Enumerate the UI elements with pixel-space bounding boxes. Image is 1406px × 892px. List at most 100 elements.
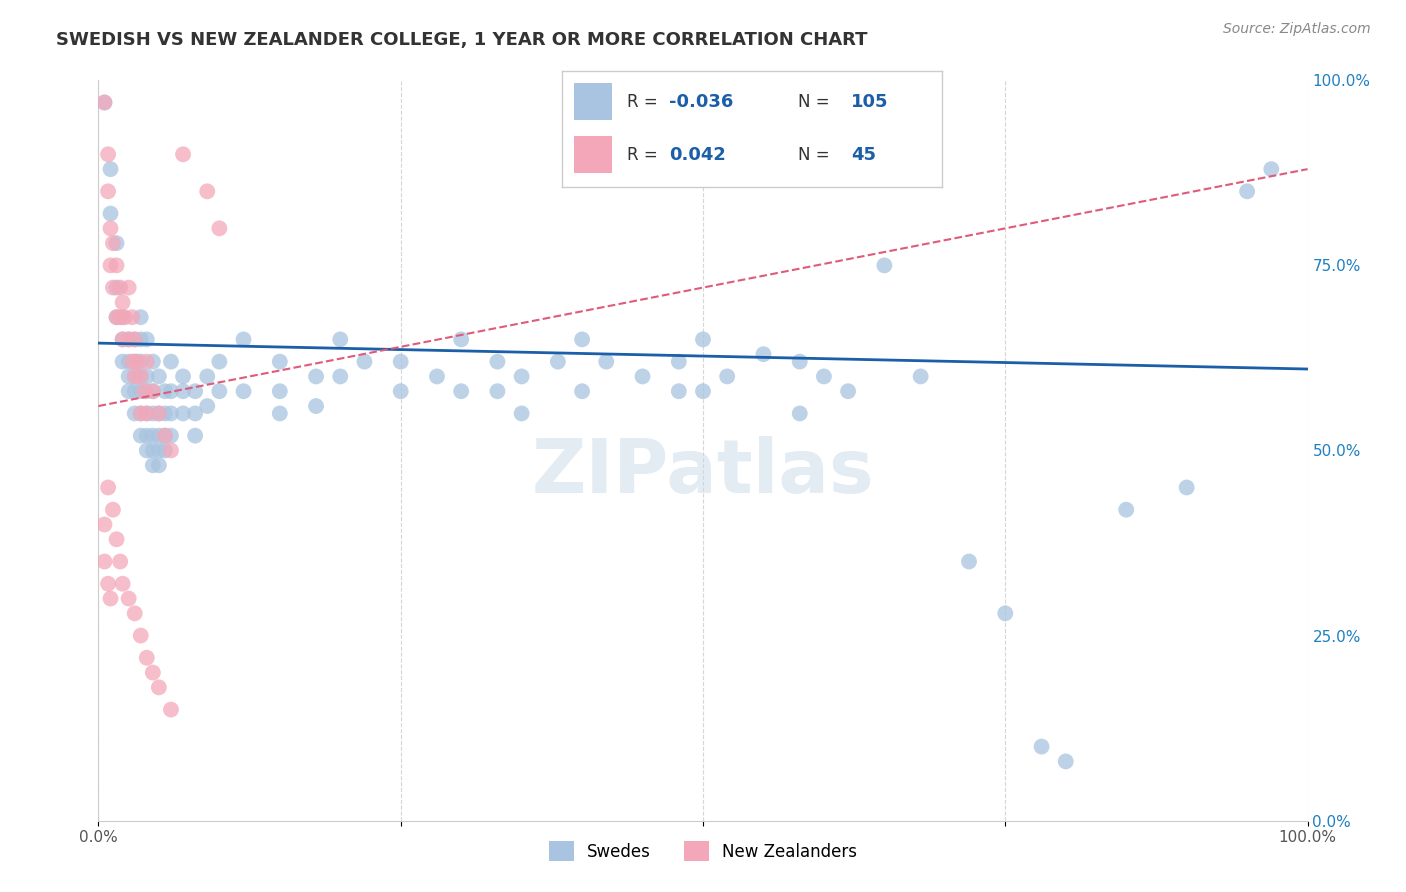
Point <box>142 407 165 421</box>
Point <box>510 407 533 421</box>
Text: N =: N = <box>797 146 830 164</box>
Point <box>153 428 176 442</box>
Point <box>129 369 152 384</box>
Point <box>135 650 157 665</box>
Point <box>114 310 136 325</box>
Text: R =: R = <box>627 93 664 111</box>
Point <box>105 310 128 325</box>
Point <box>426 369 449 384</box>
Point <box>129 407 152 421</box>
Point <box>160 703 183 717</box>
Text: ZIPatlas: ZIPatlas <box>531 436 875 509</box>
Point <box>160 443 183 458</box>
Point <box>172 147 194 161</box>
Point <box>172 407 194 421</box>
Point <box>752 347 775 361</box>
Point <box>232 332 254 346</box>
Point <box>789 407 811 421</box>
Point <box>93 95 115 110</box>
Point <box>994 607 1017 621</box>
Point <box>142 384 165 399</box>
Point <box>305 369 328 384</box>
Point <box>153 407 176 421</box>
Point <box>118 591 141 606</box>
Point <box>93 517 115 532</box>
Point <box>269 407 291 421</box>
Point <box>135 428 157 442</box>
Point <box>148 407 170 421</box>
Text: SWEDISH VS NEW ZEALANDER COLLEGE, 1 YEAR OR MORE CORRELATION CHART: SWEDISH VS NEW ZEALANDER COLLEGE, 1 YEAR… <box>56 31 868 49</box>
Point <box>837 384 859 399</box>
Point <box>108 555 131 569</box>
Point <box>148 407 170 421</box>
Point <box>105 280 128 294</box>
Point <box>813 369 835 384</box>
Point <box>129 310 152 325</box>
Bar <box>574 136 612 173</box>
Point <box>129 407 152 421</box>
Point <box>389 384 412 399</box>
Point <box>121 310 143 325</box>
Point <box>195 399 218 413</box>
Point <box>129 369 152 384</box>
Point <box>118 354 141 368</box>
Point <box>97 576 120 591</box>
Point <box>105 310 128 325</box>
Point <box>124 354 146 368</box>
Point <box>329 332 352 346</box>
Point <box>142 443 165 458</box>
Point <box>232 384 254 399</box>
Point <box>1115 502 1137 516</box>
Point <box>486 384 509 399</box>
Point <box>111 332 134 346</box>
Point <box>100 221 122 235</box>
Point <box>160 407 183 421</box>
Point <box>118 384 141 399</box>
Point <box>571 332 593 346</box>
Point <box>93 95 115 110</box>
Point <box>124 384 146 399</box>
Point <box>1031 739 1053 754</box>
Point <box>153 428 176 442</box>
Point <box>118 332 141 346</box>
Point <box>105 533 128 547</box>
Point <box>142 665 165 680</box>
Point <box>111 354 134 368</box>
Point <box>124 332 146 346</box>
Point <box>108 310 131 325</box>
Point <box>148 681 170 695</box>
Point <box>668 354 690 368</box>
Point <box>668 384 690 399</box>
Legend: Swedes, New Zealanders: Swedes, New Zealanders <box>541 834 865 868</box>
Point <box>692 332 714 346</box>
Point <box>148 458 170 473</box>
Point <box>208 384 231 399</box>
Point <box>129 354 152 368</box>
Point <box>105 259 128 273</box>
Point <box>329 369 352 384</box>
Point <box>208 221 231 235</box>
Point <box>450 332 472 346</box>
Point <box>100 259 122 273</box>
Point <box>100 162 122 177</box>
Text: -0.036: -0.036 <box>669 93 733 111</box>
Point <box>142 428 165 442</box>
Point <box>631 369 654 384</box>
Point <box>184 428 207 442</box>
Point <box>148 369 170 384</box>
Point <box>135 407 157 421</box>
Point <box>148 443 170 458</box>
Point <box>1054 755 1077 769</box>
Point <box>111 310 134 325</box>
Point <box>910 369 932 384</box>
Point <box>184 384 207 399</box>
Point <box>353 354 375 368</box>
Point <box>716 369 738 384</box>
Point <box>389 354 412 368</box>
Point <box>172 369 194 384</box>
Point <box>486 354 509 368</box>
Text: Source: ZipAtlas.com: Source: ZipAtlas.com <box>1223 22 1371 37</box>
Point <box>127 354 149 368</box>
Point <box>100 591 122 606</box>
Point <box>153 384 176 399</box>
